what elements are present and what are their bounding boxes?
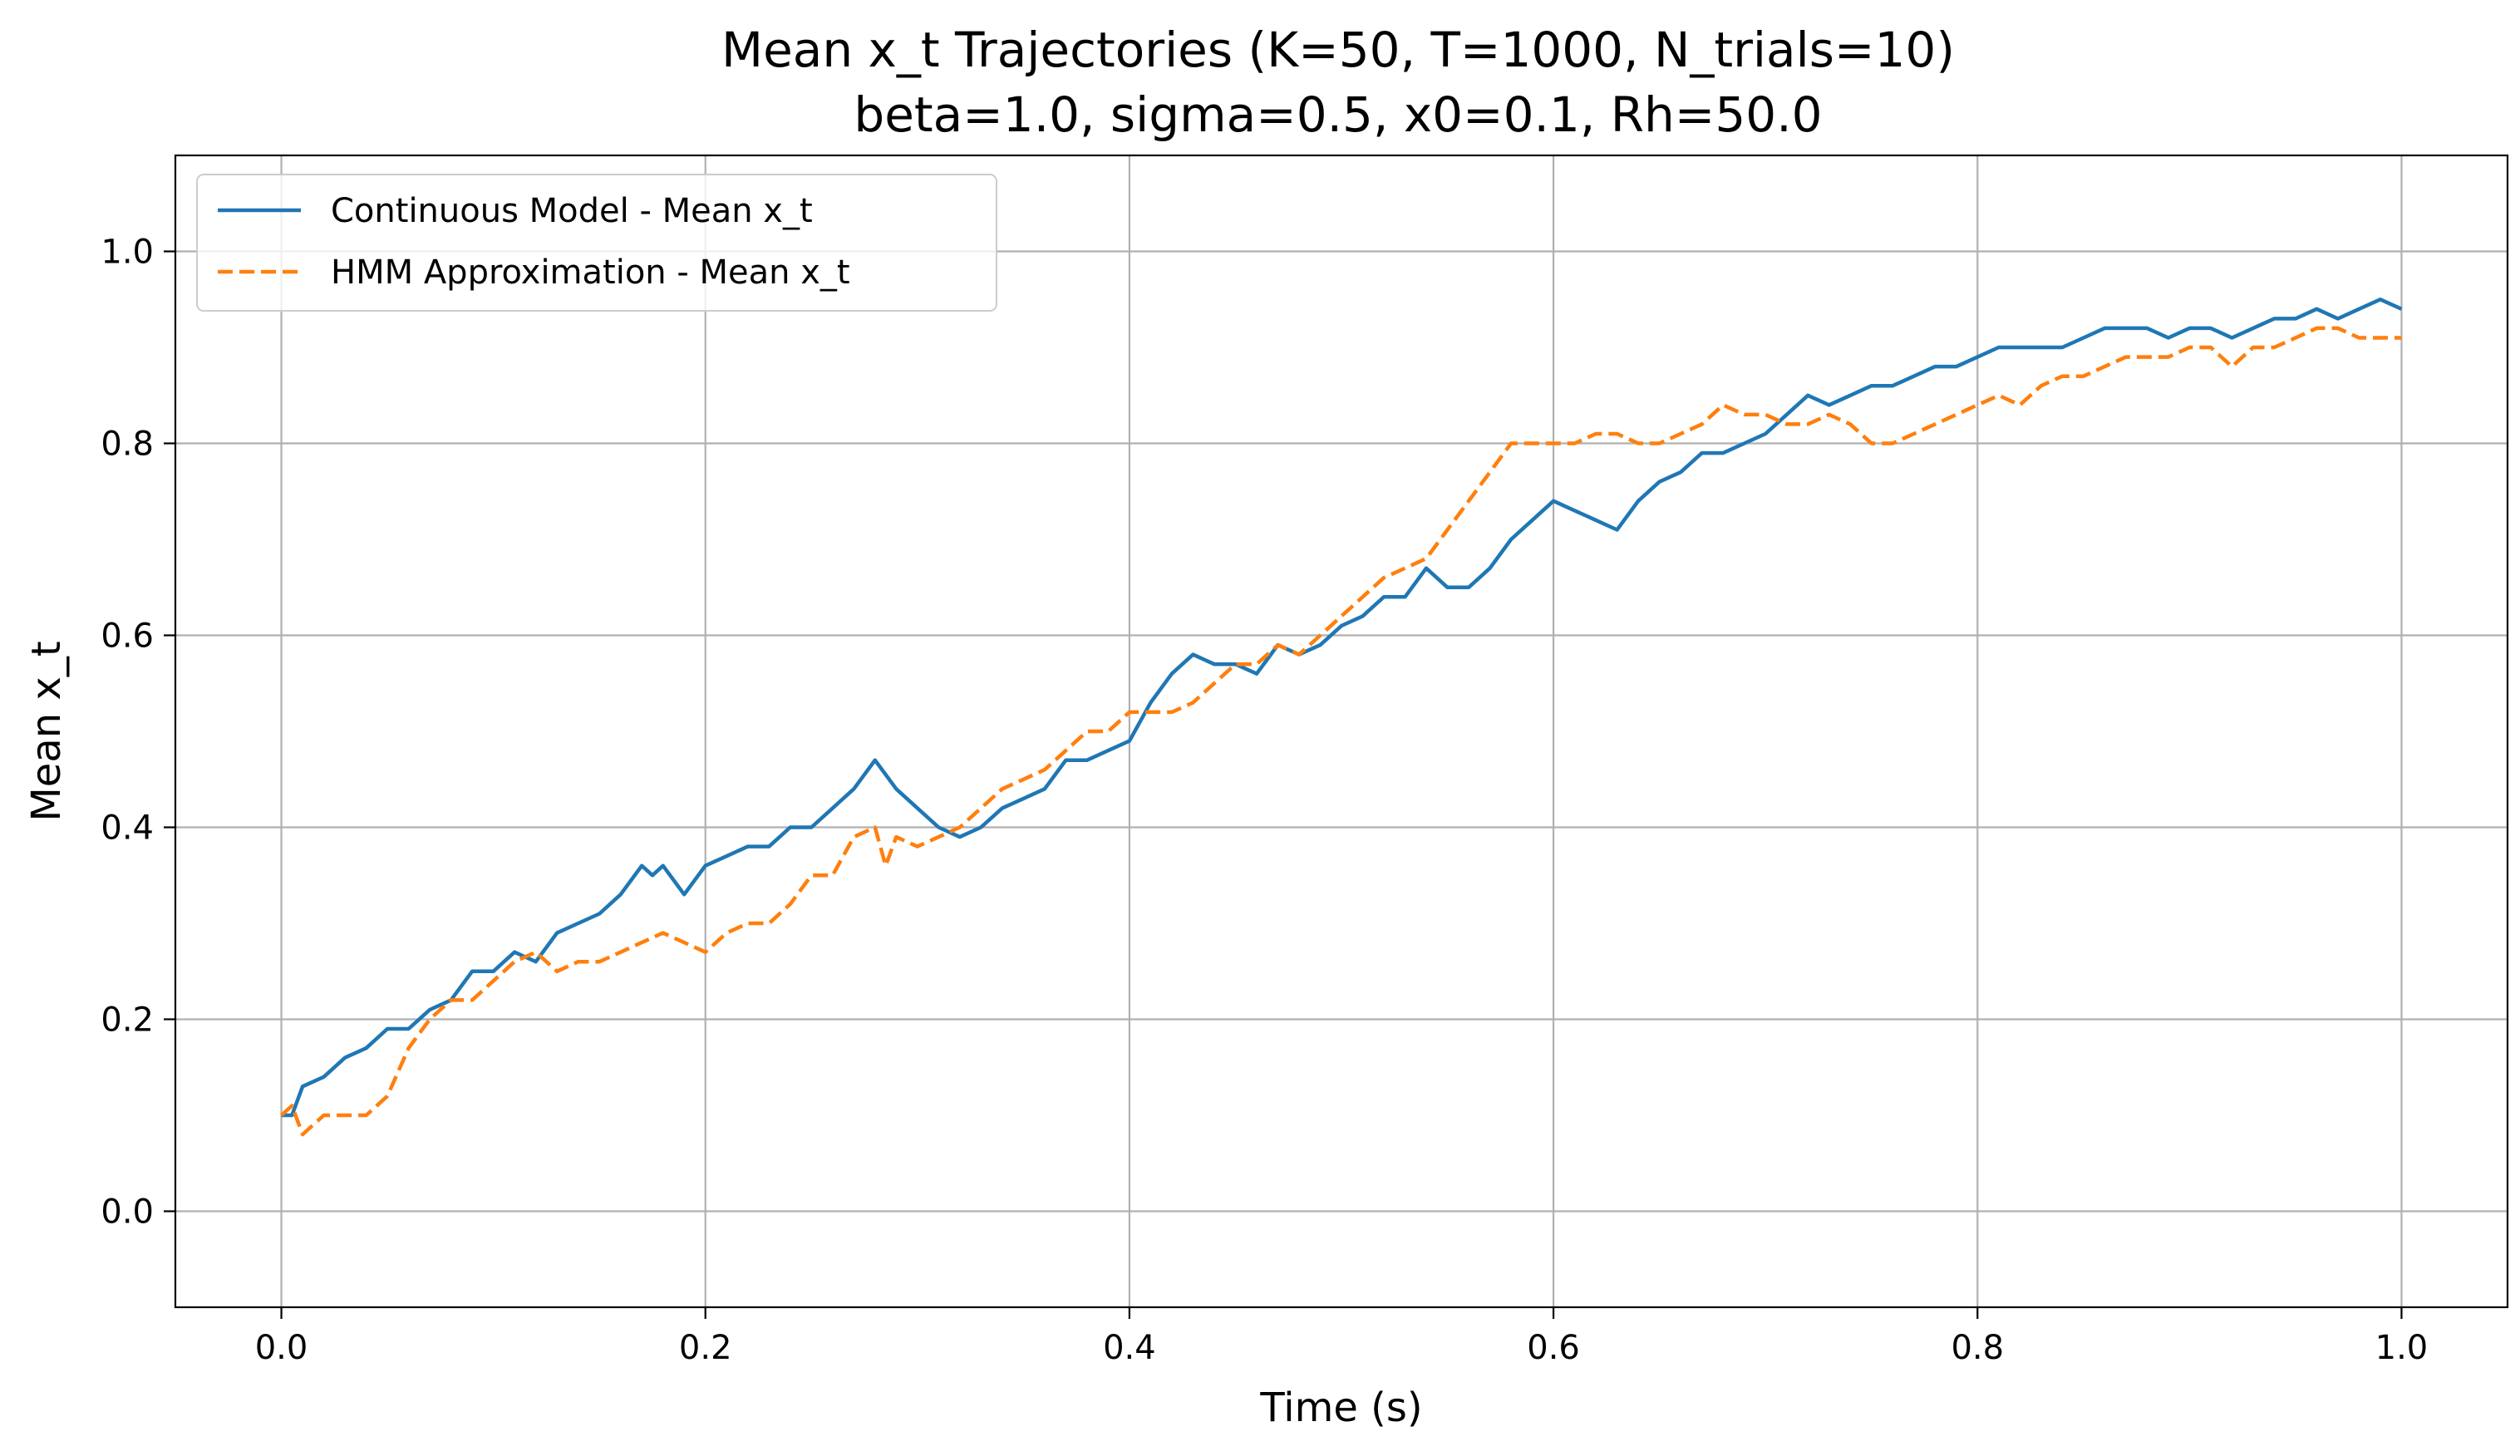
x-tick-label: 0.6 [1527, 1329, 1580, 1367]
x-axis-label: Time (s) [1259, 1385, 1422, 1431]
axis-ticks: 0.0 0.2 0.4 0.6 0.8 1.0 0.0 0.2 0.4 0.6 0.8 1.0 [101, 234, 2428, 1368]
legend-label-continuous: Continuous Model - Mean x_t [331, 192, 813, 230]
y-tick-label: 0.8 [101, 425, 154, 464]
x-tick-label: 0.2 [679, 1329, 732, 1367]
x-tick-label: 0.4 [1103, 1329, 1156, 1367]
series-line-hmm [279, 326, 2402, 1137]
legend-box [196, 174, 997, 312]
plot-frame [174, 154, 2509, 1309]
y-tick-label: 1.0 [101, 234, 154, 272]
x-tick-label: 0.0 [255, 1329, 308, 1367]
x-tick-label: 0.8 [1951, 1329, 2004, 1367]
y-tick-label: 0.4 [101, 809, 154, 848]
y-tick-label: 0.6 [101, 617, 154, 656]
series-lines [279, 298, 2403, 1137]
y-axis-label: Mean x_t [23, 641, 70, 821]
y-tick-label: 0.0 [101, 1193, 154, 1232]
x-tick-label: 1.0 [2375, 1329, 2429, 1367]
y-tick-label: 0.2 [101, 1001, 154, 1040]
legend-label-hmm: HMM Approximation - Mean x_t [331, 253, 850, 292]
grid-lines [175, 155, 2508, 1307]
chart-title: Mean x_t Trajectories (K=50, T=1000, N_t… [721, 22, 1955, 78]
series-line-continuous [281, 298, 2403, 1118]
chart-subtitle: beta=1.0, sigma=0.5, x0=0.1, Rh=50.0 [854, 86, 1822, 143]
legend: Continuous Model - Mean x_t HMM Approxim… [196, 174, 997, 312]
